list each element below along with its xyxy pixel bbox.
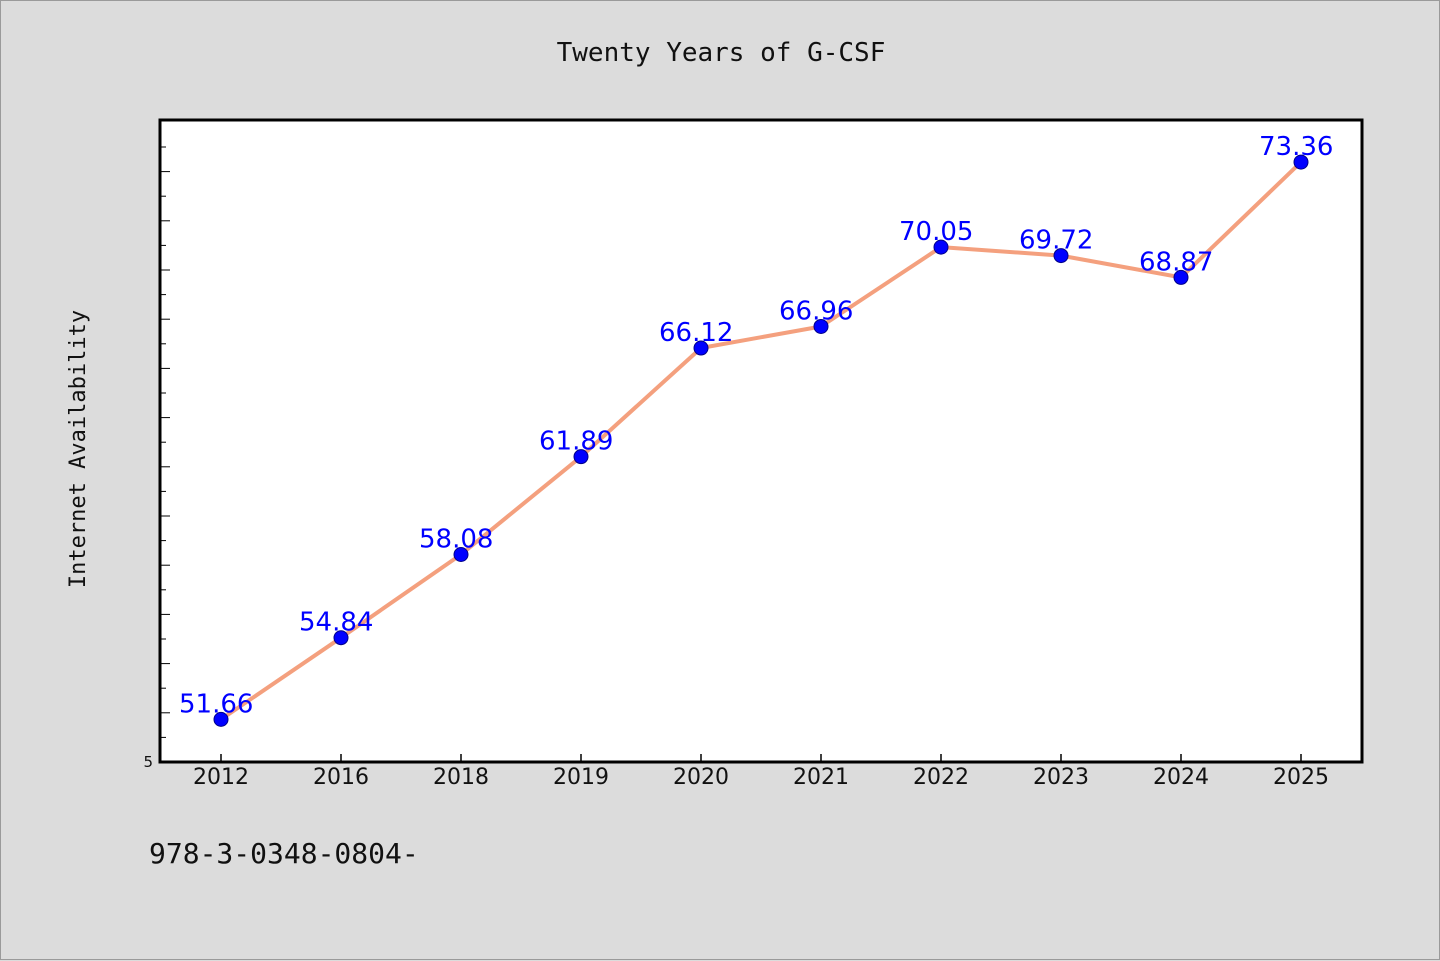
data-labels: 51.66 54.84 58.08 61.89 66.12 66.96 70.05 69.72… xyxy=(179,132,1333,719)
data-point xyxy=(1053,248,1069,264)
data-point xyxy=(813,318,829,334)
x-tick-label: 2023 xyxy=(1033,765,1089,790)
data-label: 66.96 xyxy=(779,296,853,326)
x-tick-label: 2022 xyxy=(913,765,969,790)
data-label: 61.89 xyxy=(539,427,613,457)
x-axis-tick-labels: 2012 2016 2018 2019 2020 2021 2022 2023 2024 2025 xyxy=(193,765,1329,790)
data-point xyxy=(693,340,709,356)
data-point xyxy=(333,630,349,646)
x-tick-label: 2025 xyxy=(1273,765,1329,790)
data-point xyxy=(573,449,589,465)
chart-title: Twenty Years of G-CSF xyxy=(557,38,886,68)
data-label: 69.72 xyxy=(1019,226,1093,256)
x-tick-label: 2020 xyxy=(673,765,729,790)
x-tick-label: 2024 xyxy=(1153,765,1209,790)
y-tick-label: 5 xyxy=(143,753,153,771)
x-tick-label: 2012 xyxy=(193,765,249,790)
series-line xyxy=(219,160,1303,722)
x-tick-label: 2018 xyxy=(433,765,489,790)
footer-note: 978-3-0348-0804- xyxy=(149,837,419,870)
data-label: 70.05 xyxy=(899,217,973,247)
data-label: 66.12 xyxy=(659,318,733,348)
data-label: 58.08 xyxy=(419,525,493,555)
y-axis-ticks xyxy=(160,146,170,763)
data-point xyxy=(1173,269,1189,285)
y-axis-label: Internet Availability xyxy=(66,310,91,588)
x-tick-label: 2019 xyxy=(553,765,609,790)
series-markers xyxy=(213,154,1309,727)
data-point xyxy=(453,547,469,563)
plot-area xyxy=(158,118,1364,764)
x-tick-label: 2021 xyxy=(793,765,849,790)
data-label: 73.36 xyxy=(1259,132,1333,162)
x-tick-label: 2016 xyxy=(313,765,369,790)
data-point xyxy=(1293,154,1309,170)
data-label: 68.87 xyxy=(1139,247,1213,277)
x-axis-ticks xyxy=(220,754,1302,762)
data-point xyxy=(213,711,229,727)
data-label: 51.66 xyxy=(179,689,253,719)
data-label: 54.84 xyxy=(299,608,373,638)
data-point xyxy=(933,239,949,255)
